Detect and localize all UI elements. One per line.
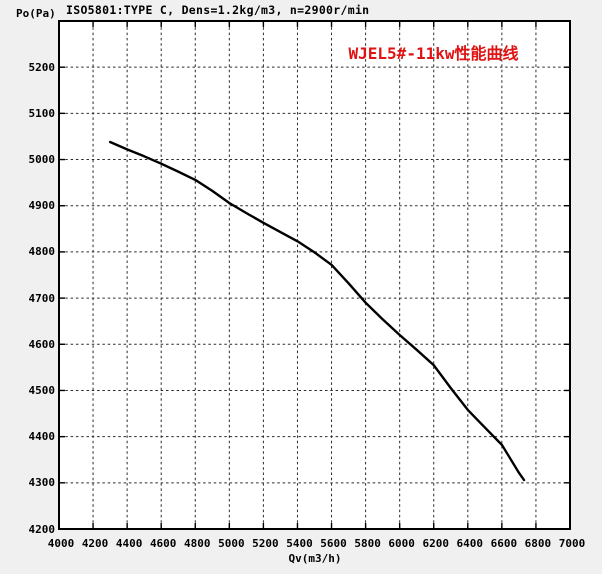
plot-frame bbox=[58, 20, 571, 530]
y-tick-label: 4900 bbox=[28, 199, 56, 213]
y-tick-label: 4300 bbox=[28, 476, 56, 490]
x-axis-label: Qv(m3/h) bbox=[288, 552, 342, 565]
y-tick-label: 4400 bbox=[28, 430, 56, 444]
x-tick-label: 7000 bbox=[558, 537, 586, 550]
y-tick-label: 4600 bbox=[28, 337, 56, 351]
x-tick-label: 4400 bbox=[115, 537, 143, 550]
test-conditions-text: ISO5801:TYPE C, Dens=1.2kg/m3, n=2900r/m… bbox=[66, 3, 370, 17]
x-tick-label: 5600 bbox=[320, 537, 347, 550]
x-tick-label: 4600 bbox=[149, 537, 177, 550]
y-tick-label: 5100 bbox=[28, 106, 56, 120]
x-tick-label: 5400 bbox=[286, 537, 313, 550]
x-tick-label: 6400 bbox=[456, 537, 484, 550]
x-tick-label: 6800 bbox=[524, 537, 552, 550]
x-tick-label: 4800 bbox=[184, 537, 211, 550]
chart-title: WJEL5#-11kw性能曲线 bbox=[348, 44, 519, 63]
x-tick-label: 4000 bbox=[47, 537, 75, 550]
y-tick-label: 4800 bbox=[28, 245, 56, 259]
y-tick-label: 4200 bbox=[28, 522, 56, 536]
x-tick-label: 6600 bbox=[490, 537, 518, 550]
x-tick-label: 4200 bbox=[81, 537, 109, 550]
y-tick-label: 4500 bbox=[28, 383, 56, 397]
x-tick-label: 6000 bbox=[388, 537, 415, 550]
y-tick-label: 5000 bbox=[28, 153, 56, 167]
x-tick-label: 6200 bbox=[422, 537, 449, 550]
x-tick-label: 5200 bbox=[252, 537, 279, 550]
y-tick-label: 4700 bbox=[28, 291, 56, 305]
x-tick-label: 5000 bbox=[218, 537, 245, 550]
y-tick-label: 5200 bbox=[28, 60, 56, 74]
x-tick-label: 5800 bbox=[354, 537, 381, 550]
performance-curve bbox=[108, 140, 526, 482]
y-axis-unit-label: Po(Pa) bbox=[16, 7, 56, 20]
